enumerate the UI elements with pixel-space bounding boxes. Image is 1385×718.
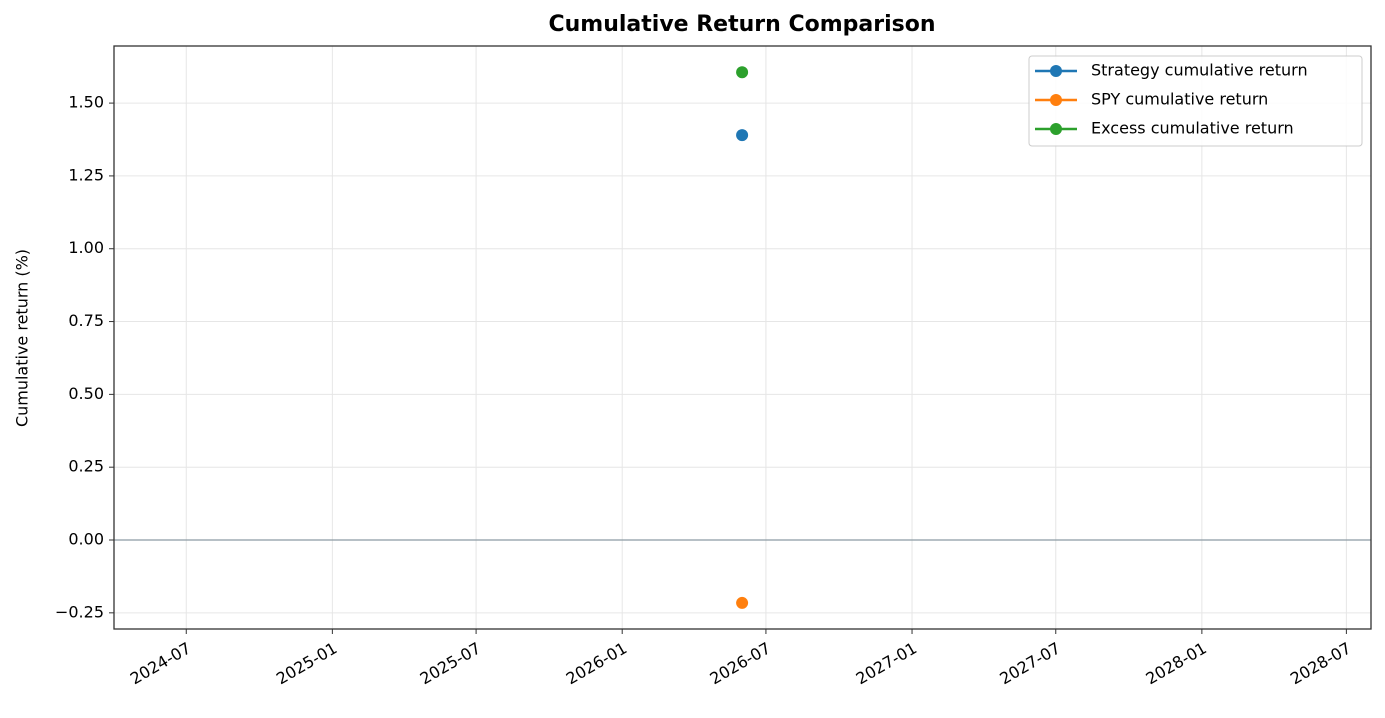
chart-title: Cumulative Return Comparison: [548, 12, 935, 37]
data-point: [736, 596, 749, 609]
y-tick-label: 0.75: [68, 311, 104, 330]
y-tick-label: 1.50: [68, 93, 104, 112]
data-point: [736, 129, 749, 142]
y-tick-label: 0.50: [68, 384, 104, 403]
legend-marker: [1050, 65, 1062, 77]
y-tick-label: 0.25: [68, 457, 104, 476]
plot-frame: [113, 45, 1372, 630]
data-point: [736, 66, 749, 79]
legend-label: SPY cumulative return: [1091, 90, 1268, 109]
y-tick-label: 1.25: [68, 165, 104, 184]
legend: Strategy cumulative return SPY cumulative…: [1028, 55, 1363, 147]
y-tick-label: 0.00: [68, 530, 104, 549]
legend-label: Excess cumulative return: [1091, 119, 1294, 138]
y-axis-label: Cumulative return (%): [13, 249, 32, 427]
legend-label: Strategy cumulative return: [1091, 61, 1308, 80]
legend-marker: [1050, 123, 1062, 135]
legend-box: [1028, 55, 1363, 147]
y-tick-label: 1.00: [68, 238, 104, 257]
y-tick-label: −0.25: [55, 602, 104, 621]
legend-marker: [1050, 94, 1062, 106]
